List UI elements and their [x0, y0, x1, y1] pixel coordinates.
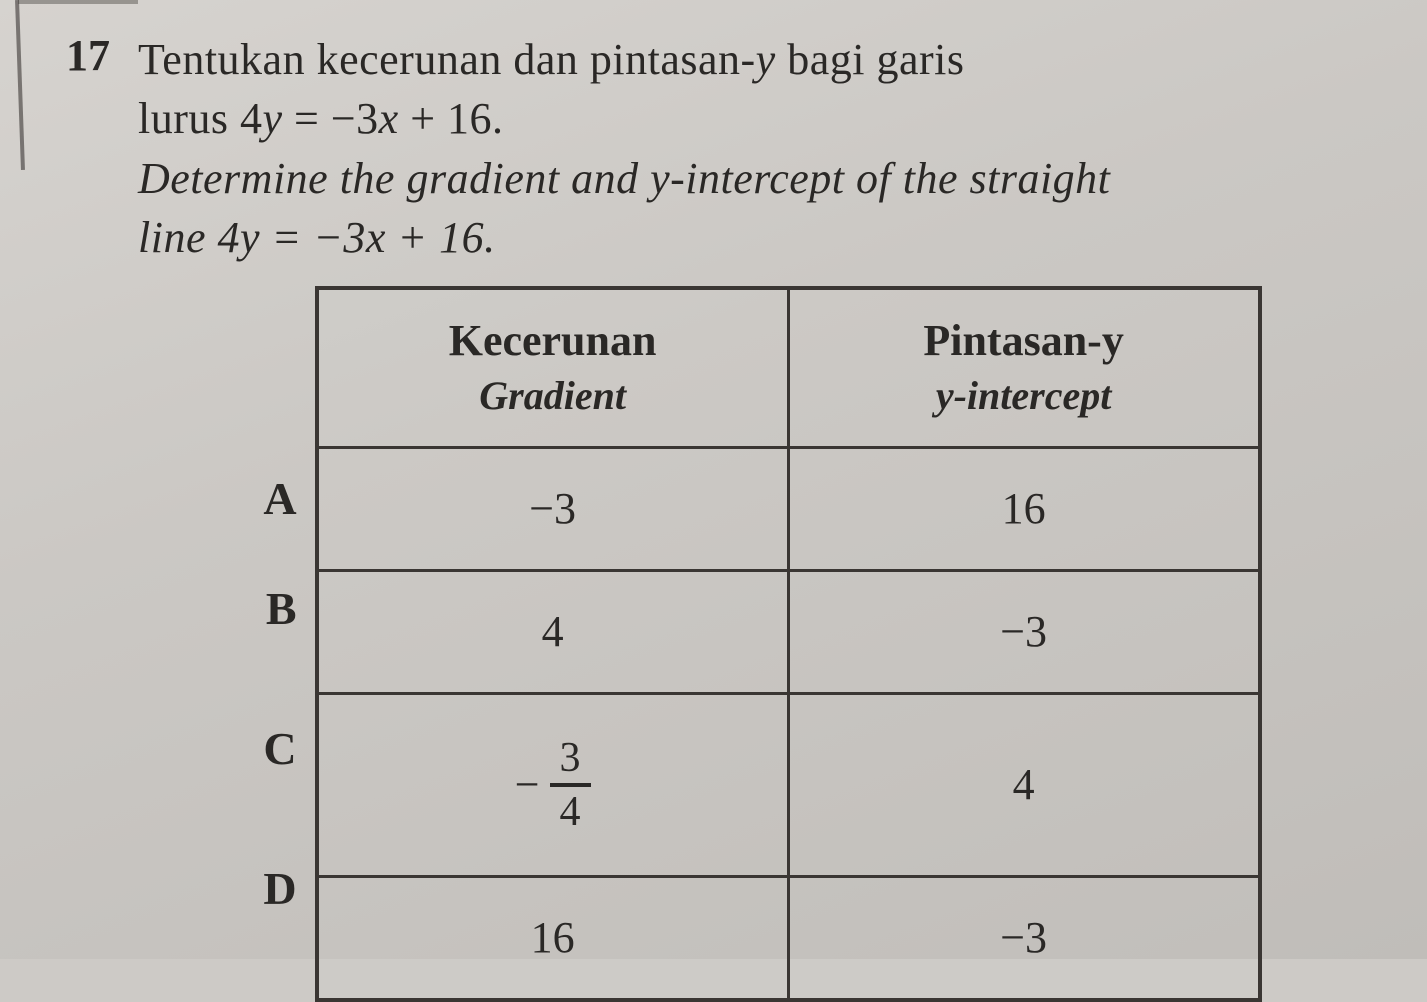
answer-table-wrap: A B C D Kecerunan Gradient Pintasa [138, 286, 1387, 1002]
prompt-ms-eq-end: + 16. [399, 94, 504, 143]
cell-c-gradient: − 3 4 [317, 693, 789, 876]
question-row: 17 Tentukan kecerunan dan pintasan-y bag… [50, 30, 1387, 1002]
row-label-b: B [263, 554, 296, 664]
row-label-a: A [263, 444, 296, 554]
header-gradient: Kecerunan Gradient [317, 288, 789, 448]
fraction-sign: − [515, 759, 540, 810]
cell-a-gradient: −3 [317, 447, 789, 570]
prompt-ms-part2: bagi garis [776, 35, 965, 84]
page-left-rule [15, 0, 25, 170]
prompt-en-line1: Determine the gradient and y-intercept o… [138, 149, 1387, 208]
header-yintercept-main: Pintasan-y [923, 316, 1123, 365]
page-top-rule [18, 0, 138, 4]
prompt-ms-part3: lurus 4 [138, 94, 263, 143]
table-row-d: 16 −3 [317, 876, 1260, 1000]
table-row-c: − 3 4 4 [317, 693, 1260, 876]
prompt-ms-line2: lurus 4y = −3x + 16. [138, 89, 1387, 148]
prompt-ms-eq-x: x [379, 94, 399, 143]
header-gradient-sub: Gradient [343, 372, 763, 420]
cell-a-yint: 16 [788, 447, 1260, 570]
fraction-neg-three-quarters: − 3 4 [515, 737, 591, 833]
prompt-ms-eq-mid: = −3 [283, 94, 379, 143]
page: 17 Tentukan kecerunan dan pintasan-y bag… [0, 0, 1427, 959]
prompt-en-line2: line 4y = −3x + 16. [138, 208, 1387, 267]
cell-c-yint: 4 [788, 693, 1260, 876]
question-text: Tentukan kecerunan dan pintasan-y bagi g… [138, 30, 1387, 1002]
prompt-ms-line1: Tentukan kecerunan dan pintasan-y bagi g… [138, 30, 1387, 89]
header-yintercept: Pintasan-y y-intercept [788, 288, 1260, 448]
fraction-stack: 3 4 [550, 737, 591, 833]
prompt-ms-eq-y: y [263, 94, 283, 143]
fraction-denominator: 4 [550, 787, 591, 833]
cell-d-yint: −3 [788, 876, 1260, 1000]
row-labels: A B C D [263, 286, 296, 944]
row-label-c: C [263, 664, 296, 834]
prompt-ms-var-y: y [756, 35, 776, 84]
fraction-numerator: 3 [550, 737, 591, 787]
question-number: 17 [50, 30, 110, 83]
row-label-d: D [263, 834, 296, 944]
table-header-row: Kecerunan Gradient Pintasan-y y-intercep… [317, 288, 1260, 448]
table-row-a: −3 16 [317, 447, 1260, 570]
cell-b-yint: −3 [788, 570, 1260, 693]
table-row-b: 4 −3 [317, 570, 1260, 693]
cell-b-gradient: 4 [317, 570, 789, 693]
cell-d-gradient: 16 [317, 876, 789, 1000]
header-gradient-main: Kecerunan [449, 316, 657, 365]
answer-table: Kecerunan Gradient Pintasan-y y-intercep… [315, 286, 1262, 1002]
prompt-ms-part1: Tentukan kecerunan dan pintasan- [138, 35, 756, 84]
header-yintercept-sub: y-intercept [814, 372, 1234, 420]
